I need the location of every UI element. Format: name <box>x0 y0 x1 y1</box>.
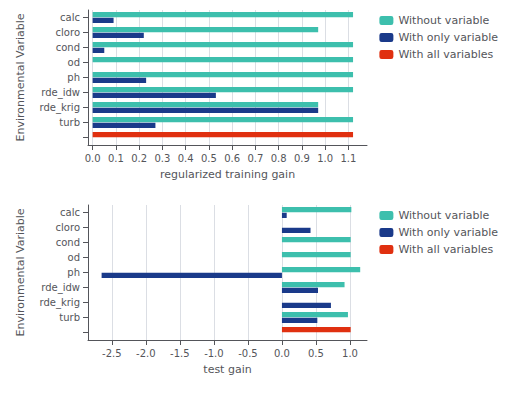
svg-text:calc: calc <box>60 207 80 218</box>
svg-text:rde_idw: rde_idw <box>41 282 80 294</box>
svg-text:0.2: 0.2 <box>131 153 147 164</box>
svg-text:With only variable: With only variable <box>398 31 498 44</box>
svg-text:0.5: 0.5 <box>201 153 217 164</box>
svg-text:0.0: 0.0 <box>274 348 290 359</box>
svg-text:turb: turb <box>59 312 80 323</box>
svg-text:0.0: 0.0 <box>85 153 101 164</box>
svg-text:0.7: 0.7 <box>247 153 263 164</box>
svg-text:ph: ph <box>67 72 80 83</box>
svg-text:Environmental Variable: Environmental Variable <box>14 208 27 336</box>
svg-text:-2.5: -2.5 <box>102 348 122 359</box>
svg-text:0.9: 0.9 <box>294 153 310 164</box>
svg-text:-0.5: -0.5 <box>238 348 258 359</box>
svg-text:1.1: 1.1 <box>340 153 356 164</box>
svg-text:Without variable: Without variable <box>398 209 489 222</box>
svg-text:-2.0: -2.0 <box>136 348 156 359</box>
svg-text:cond: cond <box>56 237 80 248</box>
svg-text:ph: ph <box>67 267 80 278</box>
svg-text:od: od <box>68 252 80 263</box>
svg-text:cond: cond <box>56 42 80 53</box>
svg-text:With only variable: With only variable <box>398 226 498 239</box>
svg-text:test gain: test gain <box>203 363 251 376</box>
svg-text:-1.0: -1.0 <box>204 348 224 359</box>
svg-text:turb: turb <box>59 117 80 128</box>
svg-text:rde_krig: rde_krig <box>40 102 80 114</box>
svg-text:calc: calc <box>60 12 80 23</box>
svg-text:0.6: 0.6 <box>224 153 240 164</box>
svg-text:1.0: 1.0 <box>342 348 358 359</box>
svg-text:0.4: 0.4 <box>178 153 194 164</box>
svg-text:0.1: 0.1 <box>108 153 124 164</box>
svg-text:With all variables: With all variables <box>398 243 493 256</box>
svg-text:-1.5: -1.5 <box>170 348 190 359</box>
svg-text:cloro: cloro <box>56 27 80 38</box>
svg-text:rde_krig: rde_krig <box>40 297 80 309</box>
svg-text:cloro: cloro <box>56 222 80 233</box>
svg-text:od: od <box>68 57 80 68</box>
svg-text:0.3: 0.3 <box>154 153 170 164</box>
svg-text:With all variables: With all variables <box>398 48 493 61</box>
svg-text:regularized training gain: regularized training gain <box>160 168 295 181</box>
svg-text:rde_idw: rde_idw <box>41 87 80 99</box>
svg-text:0.5: 0.5 <box>308 348 324 359</box>
svg-text:1.0: 1.0 <box>317 153 333 164</box>
svg-text:Environmental Variable: Environmental Variable <box>14 13 27 141</box>
svg-text:Without variable: Without variable <box>398 14 489 27</box>
svg-text:0.8: 0.8 <box>271 153 287 164</box>
